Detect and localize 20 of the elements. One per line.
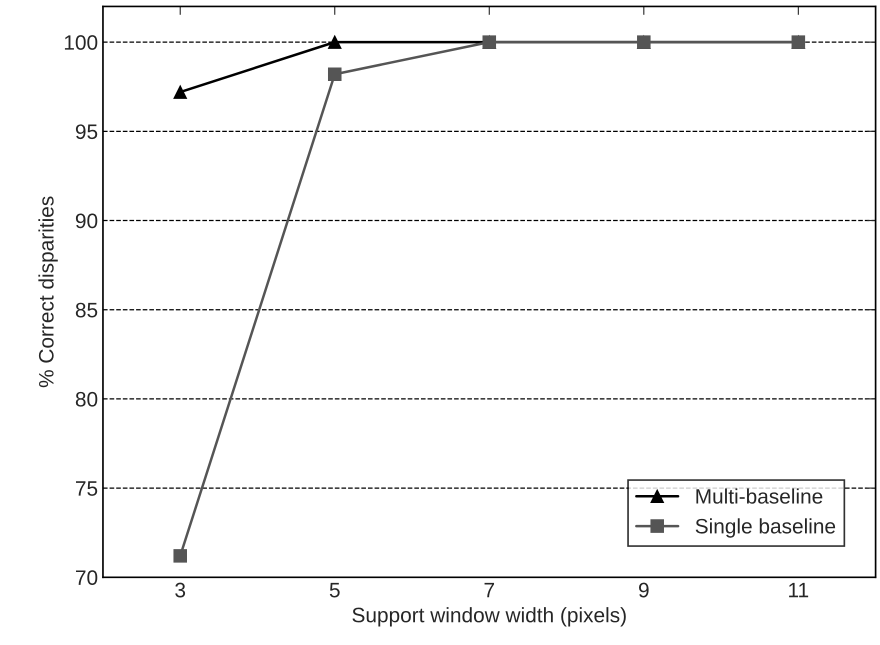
x-tick-label: 7 [484, 582, 494, 598]
y-tick-label: 75 [76, 481, 98, 496]
y-tick-label: 100 [64, 35, 98, 50]
x-axis-title: Support window width (pixels) [352, 607, 626, 627]
legend-label: Single baseline [696, 518, 836, 538]
x-tick-label: 11 [789, 582, 808, 598]
point [173, 85, 187, 99]
x-tick-label: 5 [330, 582, 340, 598]
y-tick-label: 95 [76, 124, 98, 140]
y-tick-label: 80 [76, 392, 98, 407]
y-tick-label: 70 [76, 570, 98, 586]
x-tick-label: 9 [638, 582, 649, 598]
point [328, 67, 342, 82]
point [173, 549, 187, 563]
y-tick-label: 85 [76, 302, 98, 318]
y-tick-label: 90 [76, 214, 98, 228]
x-tick-label: 3 [175, 582, 186, 598]
legend-label: Multi-baseline [696, 488, 822, 504]
y-axis-title: % Correct disparities [38, 196, 58, 388]
point [328, 35, 342, 49]
